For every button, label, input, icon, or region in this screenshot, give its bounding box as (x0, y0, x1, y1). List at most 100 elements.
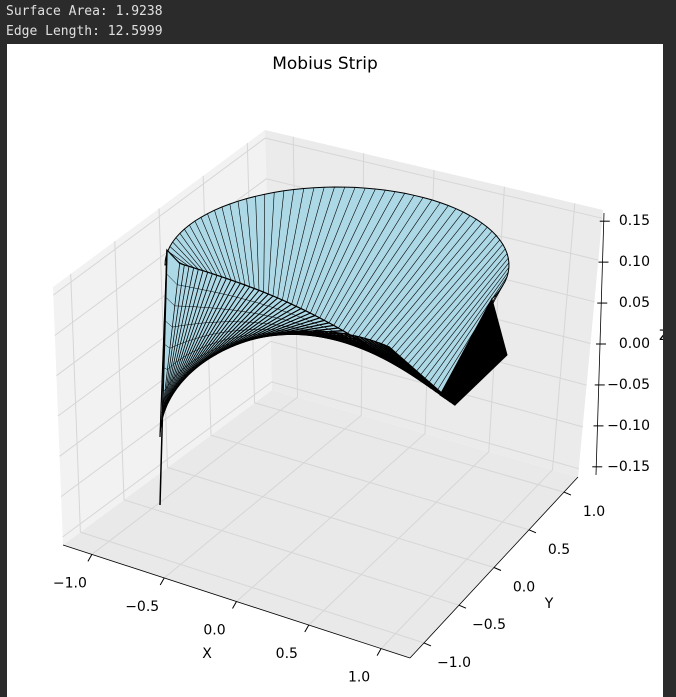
z-tick-label: 0.15 (619, 213, 650, 229)
y-tick-label: 0.0 (513, 580, 535, 596)
surface-mesh (324, 191, 396, 321)
x-tick (376, 648, 382, 656)
surface-mesh (310, 187, 366, 314)
surface-mesh (300, 186, 346, 309)
grid-line (62, 381, 579, 538)
output-line: Edge Length: 12.5999 (6, 24, 163, 39)
y-tick-label: −0.5 (472, 617, 506, 633)
x-axis-label: X (202, 646, 212, 662)
plot-layer (53, 130, 610, 659)
surface-mesh (412, 257, 509, 376)
surface-mesh (246, 198, 255, 289)
surface-mesh (356, 208, 457, 340)
surface-fold (439, 297, 508, 406)
surface-mesh (189, 224, 218, 276)
x-tick-label: −1.0 (53, 575, 87, 591)
z-tick-label: 0.05 (619, 295, 650, 311)
z-tick-label: −0.10 (607, 418, 650, 434)
surface-mesh (389, 235, 497, 360)
surface-mesh (408, 253, 508, 373)
surface-mesh (403, 248, 506, 370)
y-tick (423, 642, 432, 647)
surface-mesh (214, 210, 236, 282)
y-tick-label: 1.0 (583, 504, 605, 520)
y-tick (528, 529, 537, 534)
surface-mesh (314, 188, 376, 316)
output-line: Surface Area: 1.9238 (6, 4, 163, 19)
surface-mesh (352, 205, 449, 337)
surface-mesh (164, 319, 431, 384)
z-axis-line (595, 212, 605, 476)
surface-mesh (394, 239, 501, 363)
surface-mesh (272, 190, 285, 297)
surface-mesh (169, 246, 194, 269)
surface-mesh (179, 233, 208, 273)
x-tick-label: 0.5 (276, 646, 298, 662)
x-tick-label: 0.0 (203, 623, 225, 639)
surface-mesh (342, 199, 433, 331)
surface-mesh (172, 241, 199, 270)
surface-mesh (165, 296, 439, 391)
grid-line (53, 137, 603, 296)
z-axis-label: Z (659, 328, 663, 344)
surface-mesh (237, 201, 250, 287)
surface-mesh (384, 231, 493, 357)
y-tick (563, 491, 572, 496)
z-tick-label: −0.15 (607, 459, 650, 475)
chart-title: Mobius Strip (272, 54, 378, 74)
surface-mesh (167, 250, 190, 267)
chart: Mobius Strip X Y Z −1.0 −0.5 0.0 0.5 1.0 −1.0… (7, 44, 663, 697)
surface-mesh (305, 187, 356, 311)
surface-mesh (370, 219, 477, 348)
surface-mesh (263, 194, 266, 293)
surface-mesh (207, 213, 232, 281)
surface-mesh (163, 329, 422, 377)
surface-edge (159, 249, 168, 506)
surface-mesh (161, 334, 406, 392)
floor-pane (63, 390, 578, 658)
x-axis-line (62, 544, 411, 659)
surface-mesh (361, 211, 464, 342)
surface-mesh (422, 267, 510, 383)
surface-mesh (268, 192, 275, 295)
surface-mesh (426, 271, 509, 386)
grid-line (158, 208, 495, 568)
x-tick-label: −0.5 (125, 599, 159, 615)
z-tick-label: 0.10 (619, 254, 650, 270)
z-tick-label: 0.00 (619, 336, 650, 352)
surface-mesh (184, 228, 213, 274)
grid-line (60, 340, 583, 498)
grid-line (70, 273, 425, 644)
surface-mesh (338, 197, 424, 329)
surface-mesh (282, 188, 305, 301)
x-tick-label: 1.0 (348, 670, 370, 686)
surface-mesh (333, 195, 415, 326)
surface-mesh (296, 186, 335, 307)
surface-mesh (291, 187, 325, 305)
surface-mesh (380, 226, 488, 354)
y-axis-label: Y (544, 596, 554, 612)
x-tick (87, 554, 93, 562)
y-tick (493, 567, 502, 571)
x-tick (232, 601, 237, 609)
x-tick (304, 624, 310, 633)
surface-mesh (398, 244, 504, 367)
surface-mesh (366, 215, 471, 345)
grid-line (114, 241, 460, 606)
surface-mesh (194, 220, 222, 277)
y-tick-label: 0.5 (548, 542, 570, 558)
surface-mesh (286, 187, 315, 303)
y-tick (458, 604, 467, 609)
surface-mesh (175, 237, 204, 271)
surface-mesh (162, 333, 414, 370)
surface-mesh (431, 276, 508, 389)
grid-line (380, 203, 576, 649)
surface-mesh (200, 217, 227, 279)
surface-mesh (328, 193, 405, 324)
surface-mesh (347, 202, 441, 334)
surface-mesh (255, 196, 260, 291)
z-tick-label: −0.05 (607, 377, 650, 393)
surface-mesh (160, 333, 397, 414)
surface-mesh (221, 206, 241, 284)
